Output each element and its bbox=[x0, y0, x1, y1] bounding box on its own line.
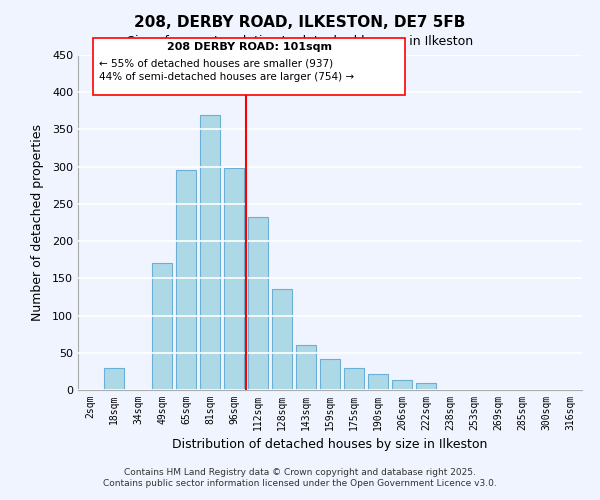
Text: 208, DERBY ROAD, ILKESTON, DE7 5FB: 208, DERBY ROAD, ILKESTON, DE7 5FB bbox=[134, 15, 466, 30]
Bar bbox=[248, 218, 268, 390]
Bar bbox=[392, 380, 412, 390]
Text: Contains HM Land Registry data © Crown copyright and database right 2025.
Contai: Contains HM Land Registry data © Crown c… bbox=[103, 468, 497, 487]
Bar bbox=[200, 114, 220, 390]
Bar bbox=[272, 289, 292, 390]
Bar bbox=[224, 168, 244, 390]
Text: 208 DERBY ROAD: 101sqm: 208 DERBY ROAD: 101sqm bbox=[167, 42, 331, 52]
Bar bbox=[176, 170, 196, 390]
Y-axis label: Number of detached properties: Number of detached properties bbox=[31, 124, 44, 321]
Bar bbox=[104, 368, 124, 390]
Text: Size of property relative to detached houses in Ilkeston: Size of property relative to detached ho… bbox=[127, 35, 473, 48]
Bar bbox=[416, 382, 436, 390]
Bar bbox=[368, 374, 388, 390]
Bar bbox=[296, 346, 316, 390]
X-axis label: Distribution of detached houses by size in Ilkeston: Distribution of detached houses by size … bbox=[172, 438, 488, 452]
Text: 44% of semi-detached houses are larger (754) →: 44% of semi-detached houses are larger (… bbox=[99, 72, 354, 83]
Bar bbox=[152, 264, 172, 390]
Bar bbox=[320, 358, 340, 390]
Text: ← 55% of detached houses are smaller (937): ← 55% of detached houses are smaller (93… bbox=[99, 58, 333, 68]
Bar bbox=[344, 368, 364, 390]
